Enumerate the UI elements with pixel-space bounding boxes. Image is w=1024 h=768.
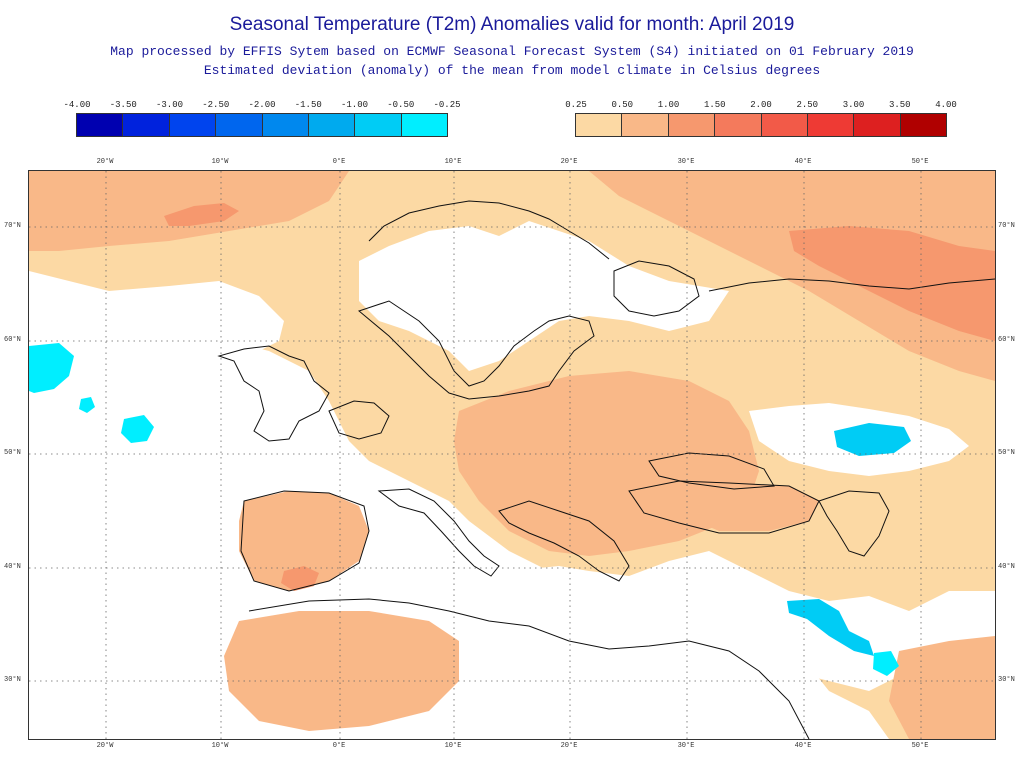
latitude-label-right: 60°N (998, 336, 1015, 344)
latitude-label-right: 40°N (998, 563, 1015, 571)
legend-negative-label: -4.00 (63, 100, 91, 110)
graticule (29, 171, 995, 739)
longitude-label-bottom: 10°E (444, 742, 462, 750)
legend-positive-label: 3.50 (888, 100, 911, 110)
longitude-label-bottom: 50°E (911, 742, 929, 750)
anomaly-region-strong-barents (789, 226, 995, 341)
latitude-label-right: 30°N (998, 676, 1015, 684)
legend-negative-swatch (77, 114, 124, 136)
longitude-label-top: 20°W (96, 158, 114, 166)
map-subtitle-description: Estimated deviation (anomaly) of the mea… (203, 63, 821, 78)
legend-positive-bar (575, 113, 947, 137)
legend-negative-swatch (401, 114, 447, 136)
neutral-region-atlantic (29, 271, 284, 566)
legend-negative-bar (76, 113, 448, 137)
anomaly-region-medium-turkey (679, 483, 819, 531)
legend-positive-labels: 0.25 0.50 1.00 1.50 2.00 2.50 3.00 3.50 4.00 (565, 100, 957, 110)
longitude-label-bottom: 40°E (794, 742, 812, 750)
longitude-label-bottom: 20°W (96, 742, 114, 750)
legend-positive-swatch (715, 114, 762, 136)
anomaly-region-medium-middle-east (889, 636, 995, 739)
legend-positive-label: 4.00 (935, 100, 957, 110)
legend-negative-swatch (355, 114, 402, 136)
map-subtitle-processing: Map processed by EFFIS Sytem based on EC… (110, 44, 914, 59)
legend-positive-label: 0.50 (611, 100, 634, 110)
latitude-label-left: 50°N (4, 449, 21, 457)
cool-anomaly-eastern-med (787, 599, 874, 656)
legend-negative-label: -3.50 (109, 100, 137, 110)
legend-negative-label: -0.25 (433, 100, 461, 110)
anomaly-region-medium-arctic (589, 171, 995, 381)
latitude-label-left: 60°N (4, 336, 21, 344)
neutral-region-scandinavia (359, 221, 729, 371)
longitude-label-bottom: 10°W (211, 742, 229, 750)
legend-positive-swatch (576, 114, 623, 136)
cool-anomaly-caspian (873, 651, 899, 676)
anomaly-region-strong-spain (281, 566, 319, 591)
anomaly-region-medium-north-africa (224, 611, 459, 731)
legend-negative-label: -1.50 (294, 100, 322, 110)
cool-anomaly-north-atlantic (29, 343, 74, 393)
legend-positive-swatch (900, 114, 946, 136)
longitude-label-top: 20°E (560, 158, 578, 166)
latitude-label-left: 30°N (4, 676, 21, 684)
anomaly-region-strong-norwegian-sea (164, 203, 239, 226)
longitude-label-top: 10°E (444, 158, 462, 166)
legend-negative-swatch (216, 114, 263, 136)
legend-positive-label: 0.25 (565, 100, 587, 110)
legend-negative-label: -0.50 (387, 100, 415, 110)
legend-negative-swatch (262, 114, 309, 136)
longitude-label-bottom: 30°E (677, 742, 695, 750)
longitude-label-top: 10°W (211, 158, 229, 166)
legend-negative-label: -3.00 (155, 100, 184, 110)
longitude-label-top: 40°E (794, 158, 812, 166)
latitude-label-left: 40°N (4, 563, 21, 571)
legend-positive-label: 2.00 (750, 100, 772, 110)
cool-anomaly-kazakhstan (834, 423, 911, 456)
longitude-label-top: 0°E (332, 158, 346, 166)
longitude-label-bottom: 0°E (332, 742, 346, 750)
longitude-label-top: 50°E (911, 158, 929, 166)
legend-negative-swatch (308, 114, 356, 136)
legend-negative-label: -2.00 (248, 100, 276, 110)
longitude-label-bottom: 20°E (560, 742, 578, 750)
legend-positive-swatch (761, 114, 808, 136)
anomaly-map (28, 170, 996, 740)
legend-negative-swatch (169, 114, 217, 136)
legend-positive-label: 1.00 (657, 100, 680, 110)
legend-positive-swatch (854, 114, 901, 136)
latitude-label-right: 50°N (998, 449, 1015, 457)
cool-anomaly-atlantic-small (121, 415, 154, 443)
legend-positive-swatch (807, 114, 855, 136)
map-title: Seasonal Temperature (T2m) Anomalies val… (229, 14, 795, 35)
legend-negative-label: -2.50 (202, 100, 230, 110)
legend-positive-swatch (622, 114, 669, 136)
cool-anomaly-atlantic-dot (79, 397, 95, 413)
legend-negative-swatch (123, 114, 170, 136)
legend-positive-label: 2.50 (796, 100, 819, 110)
legend-positive-swatch (668, 114, 716, 136)
longitude-label-top: 30°E (677, 158, 695, 166)
latitude-label-right: 70°N (998, 222, 1015, 230)
anomaly-region-medium-iberia (239, 491, 369, 591)
neutral-region-mediterranean (359, 551, 995, 691)
legend-negative-labels: -4.00 -3.50 -3.00 -2.50 -2.00 -1.50 -1.00 -0.50… (63, 100, 460, 110)
legend-positive-label: 1.50 (703, 100, 726, 110)
coastlines (217, 200, 995, 739)
latitude-label-left: 70°N (4, 222, 21, 230)
anomaly-map-svg (29, 171, 995, 739)
legend-negative-label: -1.00 (340, 100, 369, 110)
legend-positive-label: 3.00 (842, 100, 865, 110)
